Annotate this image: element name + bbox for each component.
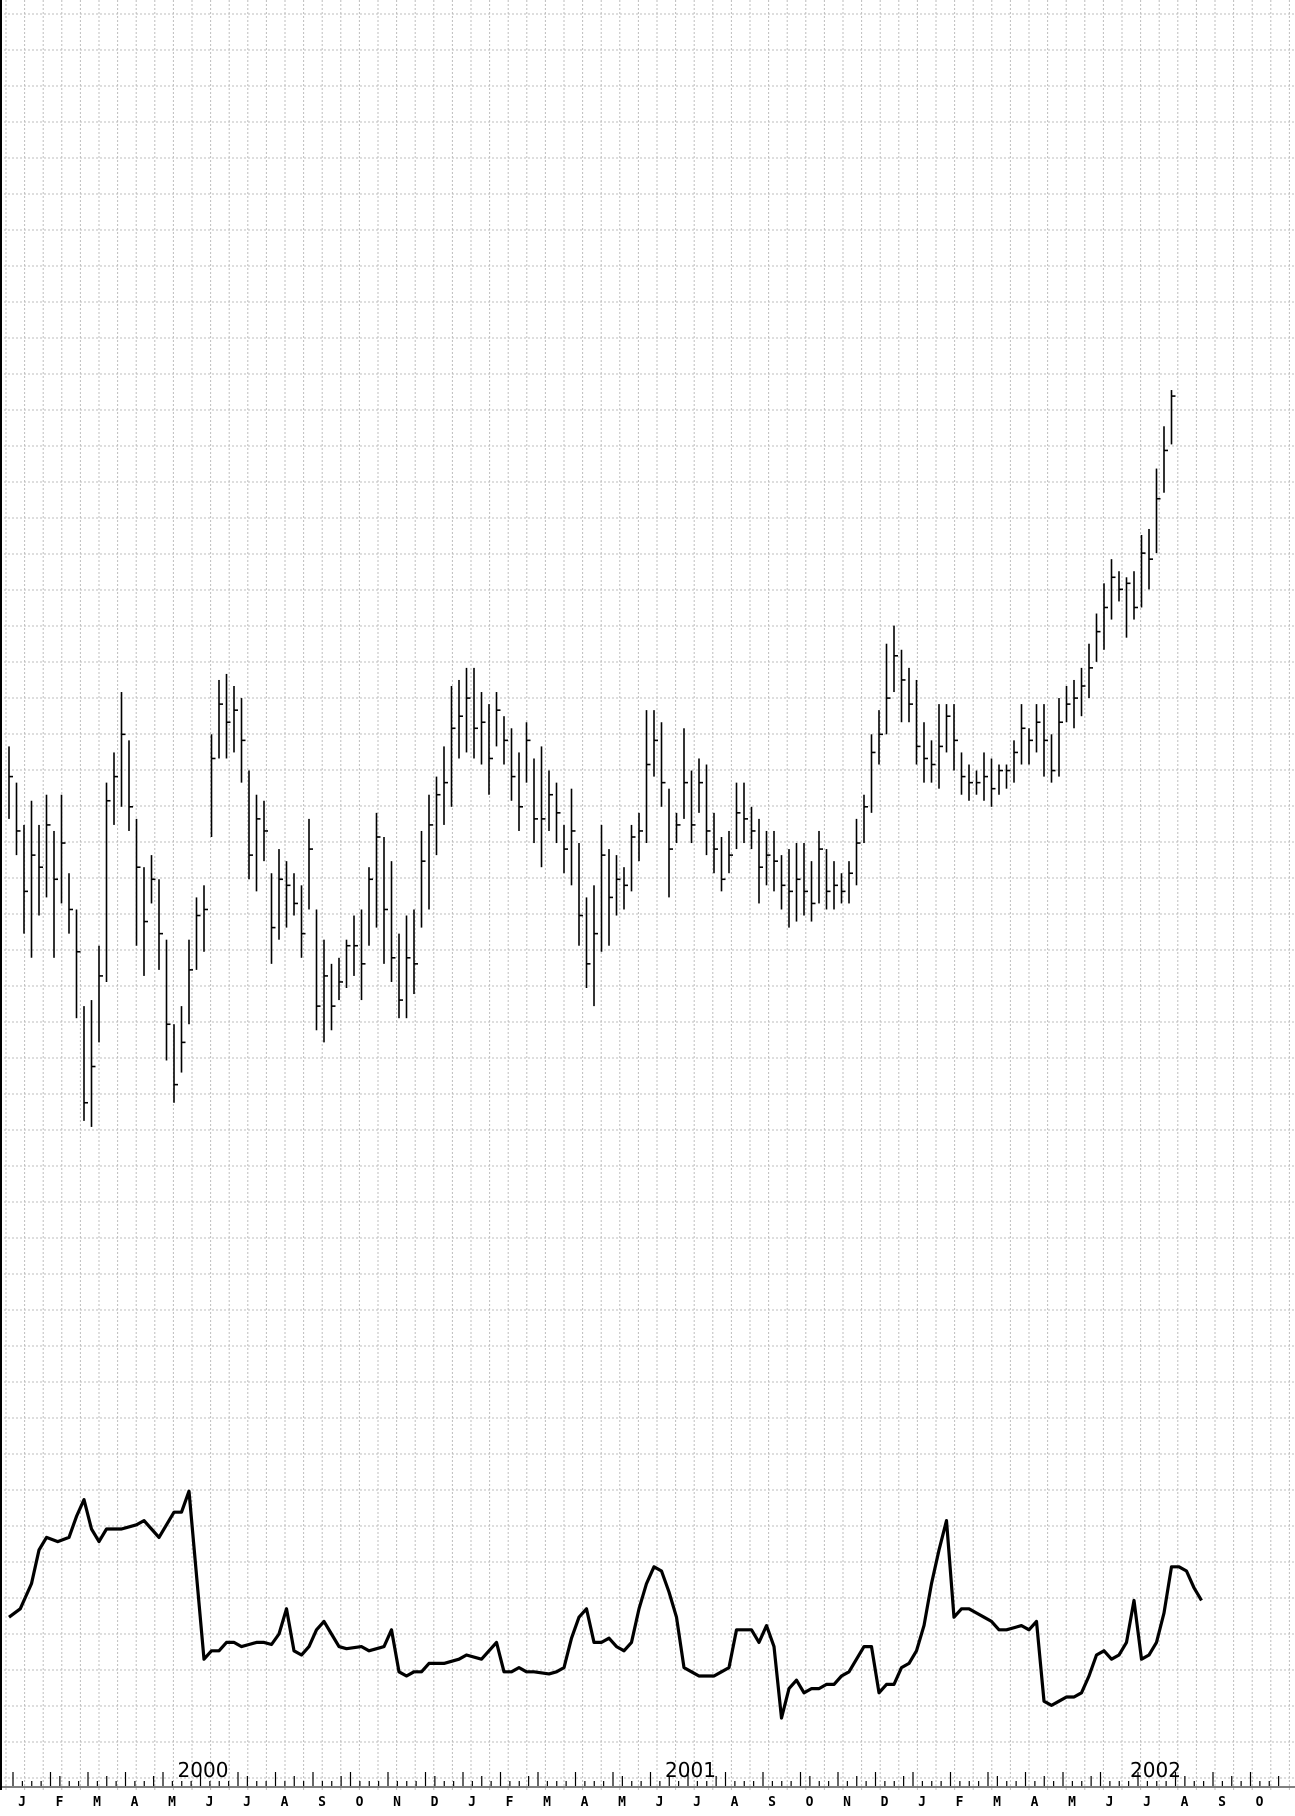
month-label: S [768, 1795, 776, 1810]
month-label: F [956, 1795, 964, 1810]
price-bars [8, 390, 1176, 1127]
month-label: J [1143, 1795, 1151, 1810]
month-label: A [1031, 1795, 1039, 1810]
month-label: J [18, 1795, 26, 1810]
month-label: A [731, 1795, 739, 1810]
month-label: S [318, 1795, 326, 1810]
month-label: J [693, 1795, 701, 1810]
year-label: 2000 [178, 1758, 229, 1782]
month-label: M [93, 1795, 101, 1810]
month-label: D [881, 1795, 889, 1810]
month-label: J [243, 1795, 251, 1810]
month-label: N [843, 1795, 851, 1810]
volume-panel [8, 1489, 1203, 1720]
month-label: A [1181, 1795, 1189, 1810]
month-label: M [543, 1795, 551, 1810]
month-label: M [993, 1795, 1001, 1810]
month-label: F [506, 1795, 514, 1810]
year-label: 2002 [1130, 1758, 1181, 1782]
month-label: N [393, 1795, 401, 1810]
month-label: A [281, 1795, 289, 1810]
month-label: J [1106, 1795, 1114, 1810]
month-label: M [1068, 1795, 1076, 1810]
month-label: A [131, 1795, 139, 1810]
month-label: J [656, 1795, 664, 1810]
month-label: J [468, 1795, 476, 1810]
month-label: J [206, 1795, 214, 1810]
month-label: M [618, 1795, 626, 1810]
volume-series-line [8, 1489, 1203, 1720]
month-label: M [168, 1795, 176, 1810]
month-label: D [431, 1795, 439, 1810]
month-label: J [918, 1795, 926, 1810]
month-label: A [581, 1795, 589, 1810]
month-label: O [1256, 1795, 1264, 1810]
month-label: F [56, 1795, 64, 1810]
x-axis-labels: J F M A M J J A S O N D J F M A M J J A S O N D J F M A M J J A S O 2000 20… [18, 1758, 1264, 1810]
month-label: O [356, 1795, 364, 1810]
month-label: S [1218, 1795, 1226, 1810]
x-axis-ticks [0, 1772, 1295, 1788]
month-label: O [806, 1795, 814, 1810]
year-label: 2001 [665, 1758, 716, 1782]
